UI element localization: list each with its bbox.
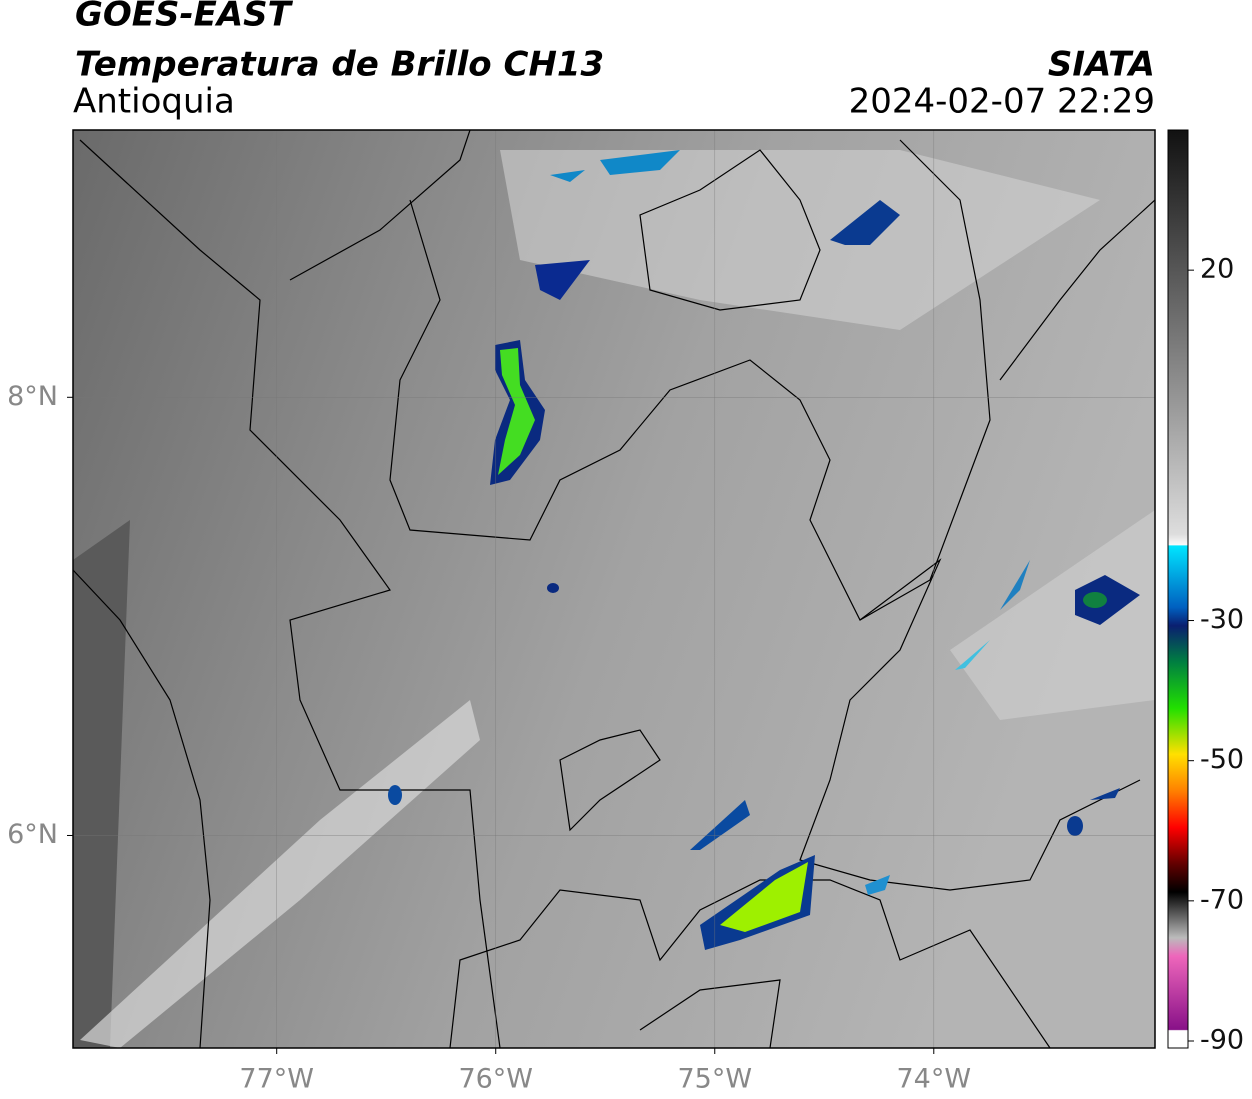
map-frame [72,129,1156,1049]
colorbar [1167,129,1189,1049]
x-tick-label: 76°W [458,1064,533,1095]
y-tick-label: 8°N [7,381,58,412]
subtitle: Temperatura de Brillo CH13 [75,45,604,85]
region: Antioquia [73,82,235,122]
colorbar-tick-label: -70 [1200,884,1244,915]
map-image [73,130,1155,1048]
x-tick-label: 74°W [897,1064,972,1095]
source: SIATA [1048,45,1155,85]
cloud-tops [388,150,1140,950]
x-tick-label: 77°W [239,1064,314,1095]
y-tick-label: 6°N [7,819,58,850]
colorbar-tick-label: 20 [1200,254,1234,285]
timestamp: 2024-02-07 22:29 [849,82,1155,122]
colorbar-tick-label: -90 [1200,1024,1244,1055]
colorbar-tick-label: -50 [1200,744,1244,775]
colorbar-tick-label: -30 [1200,604,1244,635]
x-tick-label: 75°W [677,1064,752,1095]
title: GOES-EAST [75,0,294,35]
